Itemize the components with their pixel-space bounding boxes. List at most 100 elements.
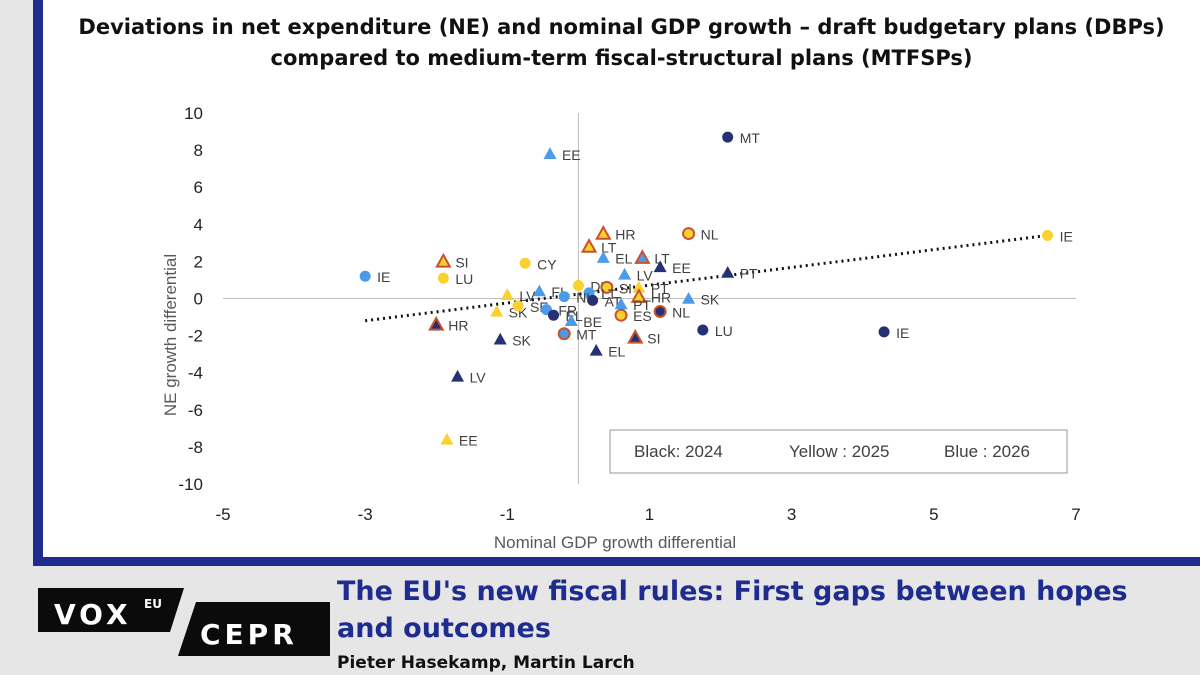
y-tick-label: -2	[188, 327, 203, 346]
y-tick-label: -6	[188, 401, 203, 420]
point-label: EE	[459, 432, 478, 448]
point-label: LT	[601, 286, 617, 302]
data-point	[722, 131, 734, 143]
logo-vox-text: VOX	[54, 598, 132, 631]
trendline-layer	[364, 233, 1048, 323]
point-label: SI	[647, 330, 660, 346]
chart-title: Deviations in net expenditure (NE) and n…	[78, 15, 1165, 70]
data-point	[653, 304, 667, 318]
data-point	[653, 260, 667, 273]
y-tick-label: -4	[188, 364, 203, 383]
data-point	[532, 284, 546, 297]
data-point	[580, 238, 598, 253]
point-label: BE	[583, 314, 602, 330]
point-label: NL	[701, 227, 719, 243]
point-label: HR	[615, 227, 635, 243]
data-point	[682, 292, 696, 304]
data-point	[437, 272, 449, 284]
y-tick-label: 4	[194, 215, 203, 234]
data-point	[512, 300, 524, 312]
data-point	[500, 288, 514, 300]
y-tick-label: 6	[194, 178, 203, 197]
point-label: SI	[455, 254, 468, 270]
point-label: SK	[512, 332, 531, 348]
data-point	[557, 327, 571, 341]
logo-eu-text: EU	[144, 597, 162, 611]
point-label: LU	[715, 323, 733, 339]
y-tick-label: -10	[178, 475, 203, 494]
point-label: NL	[672, 304, 690, 320]
y-tick-label: 10	[184, 104, 203, 123]
data-point	[721, 266, 735, 278]
data-point	[558, 291, 570, 303]
point-label: LV	[470, 369, 487, 385]
data-point	[632, 280, 646, 293]
point-label: PT	[740, 266, 758, 282]
data-point	[618, 267, 632, 280]
article-title[interactable]: The EU's new fiscal rules: First gaps be…	[337, 576, 1128, 644]
data-point	[359, 270, 371, 282]
legend-entry-2025: Yellow : 2025	[789, 442, 890, 461]
data-point	[587, 294, 599, 306]
point-label: EL	[615, 251, 632, 267]
x-tick-label: 3	[787, 505, 796, 524]
point-label: MT	[740, 130, 761, 146]
data-point	[493, 332, 507, 345]
point-label: SK	[701, 292, 720, 308]
point-label: EE	[672, 260, 691, 276]
data-point	[627, 328, 644, 344]
point-label: PT	[633, 297, 651, 313]
y-tick-label: 0	[194, 290, 203, 309]
legend-entry-2024: Black: 2024	[634, 442, 723, 461]
trendline	[364, 233, 1048, 323]
point-label: MT	[576, 327, 597, 343]
article-authors: Pieter Hasekamp, Martin Larch	[337, 653, 635, 673]
point-label: HR	[448, 317, 468, 333]
point-label: FR	[558, 303, 577, 319]
data-point	[451, 369, 465, 382]
y-tick-label: 8	[194, 141, 203, 160]
point-label: LU	[455, 271, 473, 287]
point-label: IE	[1060, 228, 1073, 244]
x-tick-label: 7	[1071, 505, 1080, 524]
point-label: LV	[637, 267, 654, 283]
point-label: LT	[601, 240, 617, 256]
data-point	[548, 309, 560, 321]
data-point	[564, 314, 578, 326]
data-point	[589, 343, 603, 356]
data-point	[440, 432, 454, 445]
data-point	[428, 315, 445, 331]
voxeu-cepr-logo: VOX EU CEPR	[38, 588, 330, 656]
data-point	[682, 227, 696, 241]
data-point	[1042, 229, 1054, 241]
point-label: ES	[633, 308, 652, 324]
data-point	[595, 225, 612, 240]
point-label: IE	[377, 269, 390, 285]
data-point	[600, 280, 614, 294]
logo-cepr-text: CEPR	[200, 618, 298, 651]
x-tick-label: -3	[358, 505, 373, 524]
point-label: IE	[896, 325, 909, 341]
point-label: LT	[654, 251, 670, 267]
x-tick-label: 1	[645, 505, 654, 524]
x-tick-label: -5	[215, 505, 230, 524]
data-point	[596, 251, 610, 263]
point-label: EL	[608, 343, 625, 359]
data-point	[435, 252, 452, 268]
x-tick-label: 5	[929, 505, 938, 524]
point-label: PT	[651, 280, 669, 296]
axes: -5 -3 -1 1 3 5 7 10 8 6 4 2 0 -2 -4 -6 -8 -10	[178, 104, 1080, 524]
point-label: CY	[537, 256, 557, 272]
y-tick-label: -8	[188, 438, 203, 457]
data-point	[697, 324, 709, 336]
point-label: SI	[619, 280, 632, 296]
point-label: LV	[519, 288, 536, 304]
data-point	[490, 304, 504, 317]
x-axis-label: Nominal GDP growth differential	[494, 533, 736, 552]
legend-entry-2026: Blue : 2026	[944, 442, 1030, 461]
point-label: EE	[562, 147, 581, 163]
point-label: HR	[651, 290, 671, 306]
y-axis-label: NE growth differential	[161, 254, 180, 416]
